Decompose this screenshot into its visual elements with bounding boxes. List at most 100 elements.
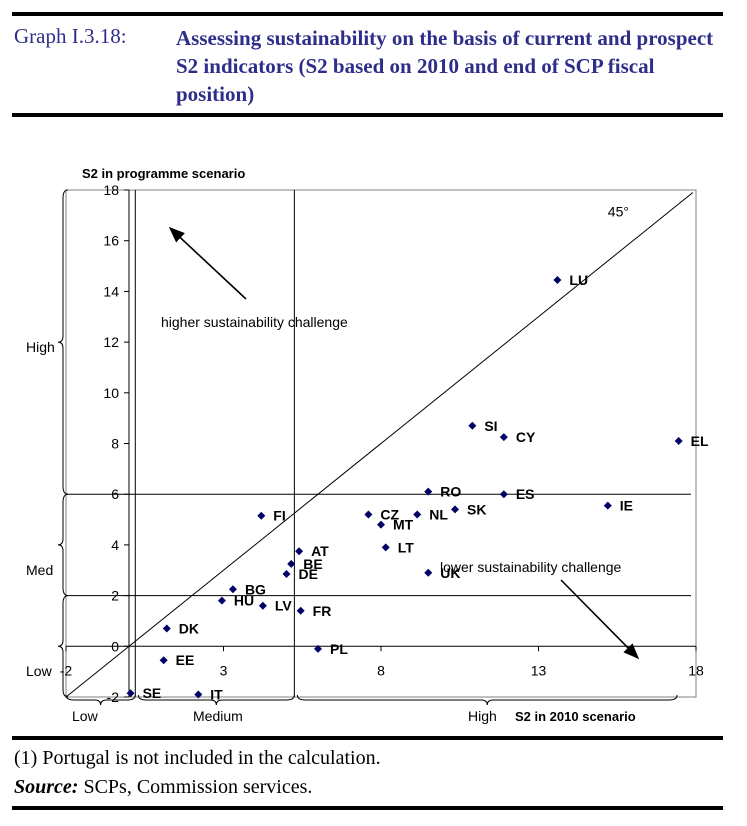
- x-axis-title: S2 in 2010 scenario: [515, 709, 636, 724]
- point-fr: [296, 606, 305, 615]
- x-brace-medium: [137, 694, 295, 706]
- point-ro: [424, 487, 433, 496]
- footnote-note: (1) Portugal is not included in the calc…: [14, 747, 381, 769]
- point-label-pl: PL: [330, 641, 348, 657]
- point-label-fr: FR: [313, 603, 332, 619]
- y-brace-med: [57, 493, 69, 597]
- point-lv: [258, 601, 267, 610]
- point-label-ee: EE: [176, 652, 195, 668]
- x-tick-label: -2: [60, 662, 73, 678]
- point-el: [674, 436, 683, 445]
- x-tick-label: 8: [377, 662, 385, 678]
- point-label-nl: NL: [429, 506, 448, 522]
- y-category-label: High: [26, 339, 55, 355]
- y-category-label: Low: [26, 663, 53, 679]
- x-category-label: High: [468, 708, 497, 724]
- plot-area-frame: [65, 189, 697, 698]
- point-de: [282, 570, 291, 579]
- point-lt: [381, 543, 390, 552]
- point-label-es: ES: [516, 486, 535, 502]
- y-brace-high: [57, 189, 69, 495]
- y-axis-title: S2 in programme scenario: [82, 166, 245, 181]
- arrow-down-right-icon: [560, 579, 640, 660]
- y-tick-label: 4: [111, 537, 119, 553]
- point-es: [499, 490, 508, 499]
- point-label-fi: FI: [273, 508, 285, 524]
- x-category-label: Medium: [193, 708, 243, 724]
- reference-45-line: [65, 192, 694, 698]
- footnote-source: Source: SCPs, Commission services.: [14, 773, 381, 802]
- point-label-mt: MT: [393, 517, 414, 533]
- point-label-lu: LU: [569, 272, 588, 288]
- y-tick-label: 10: [103, 385, 119, 401]
- y-tick-label: 8: [111, 436, 119, 452]
- arrow-up-left-icon: [168, 226, 247, 300]
- point-ee: [159, 656, 168, 665]
- point-hu: [217, 596, 226, 605]
- point-label-lv: LV: [275, 598, 293, 614]
- point-label-ro: RO: [440, 484, 461, 500]
- point-label-at: AT: [311, 543, 329, 559]
- x-brace-high: [296, 694, 678, 706]
- x-tick-label: 3: [220, 662, 228, 678]
- point-bg: [228, 585, 237, 594]
- point-lu: [553, 275, 562, 284]
- point-cy: [499, 433, 508, 442]
- x-category-label: Low: [72, 708, 99, 724]
- point-label-si: SI: [484, 418, 497, 434]
- point-label-el: EL: [691, 433, 709, 449]
- point-label-de: DE: [299, 566, 318, 582]
- footnote: (1) Portugal is not included in the calc…: [14, 744, 381, 802]
- footnote-rule: [12, 736, 723, 740]
- point-label-bg: BG: [245, 581, 266, 597]
- x-tick-label: 18: [688, 662, 704, 678]
- point-label-ie: IE: [620, 498, 633, 514]
- point-uk: [424, 568, 433, 577]
- point-label-uk: UK: [440, 565, 460, 581]
- point-dk: [162, 624, 171, 633]
- annotation-higher-challenge: higher sustainability challenge: [161, 314, 348, 330]
- title-rule: [12, 113, 723, 117]
- point-label-se: SE: [143, 685, 162, 701]
- y-tick-label: 18: [103, 182, 119, 198]
- point-label-cy: CY: [516, 429, 536, 445]
- y-category-label: Med: [26, 562, 53, 578]
- point-nl: [413, 510, 422, 519]
- point-label-dk: DK: [179, 621, 199, 637]
- y-tick-label: 0: [111, 638, 119, 654]
- y-brace-low: [57, 595, 69, 698]
- graph-title: Assessing sustainability on the basis of…: [176, 26, 714, 106]
- point-label-cz: CZ: [380, 506, 399, 522]
- top-rule: [12, 12, 723, 16]
- point-be: [287, 559, 296, 568]
- x-brace-low: [65, 694, 136, 706]
- point-se: [126, 689, 135, 698]
- point-cz: [364, 510, 373, 519]
- point-si: [468, 421, 477, 430]
- point-at: [295, 547, 304, 556]
- y-tick-label: 16: [103, 233, 119, 249]
- point-ie: [603, 501, 612, 510]
- y-tick-label: -2: [107, 689, 120, 705]
- source-text: SCPs, Commission services.: [78, 776, 313, 798]
- point-label-hu: HU: [234, 593, 254, 609]
- point-pl: [314, 644, 322, 653]
- graph-number: Graph I.3.18:: [14, 24, 127, 48]
- point-label-it: IT: [210, 686, 223, 702]
- y-tick-label: 6: [111, 486, 119, 502]
- annotation-lower-challenge: lower sustainability challenge: [440, 559, 622, 575]
- bottom-rule: [12, 806, 723, 810]
- y-tick-label: 12: [103, 334, 119, 350]
- reference-45-label: 45°: [608, 204, 629, 220]
- point-label-lt: LT: [398, 539, 415, 555]
- x-tick-label: 13: [531, 662, 547, 678]
- point-mt: [377, 520, 385, 529]
- source-label: Source:: [14, 776, 79, 798]
- y-tick-label: 14: [103, 283, 119, 299]
- point-label-sk: SK: [467, 501, 486, 517]
- point-fi: [257, 511, 266, 520]
- point-label-be: BE: [303, 556, 322, 572]
- point-it: [194, 690, 203, 699]
- y-tick-label: 2: [111, 588, 119, 604]
